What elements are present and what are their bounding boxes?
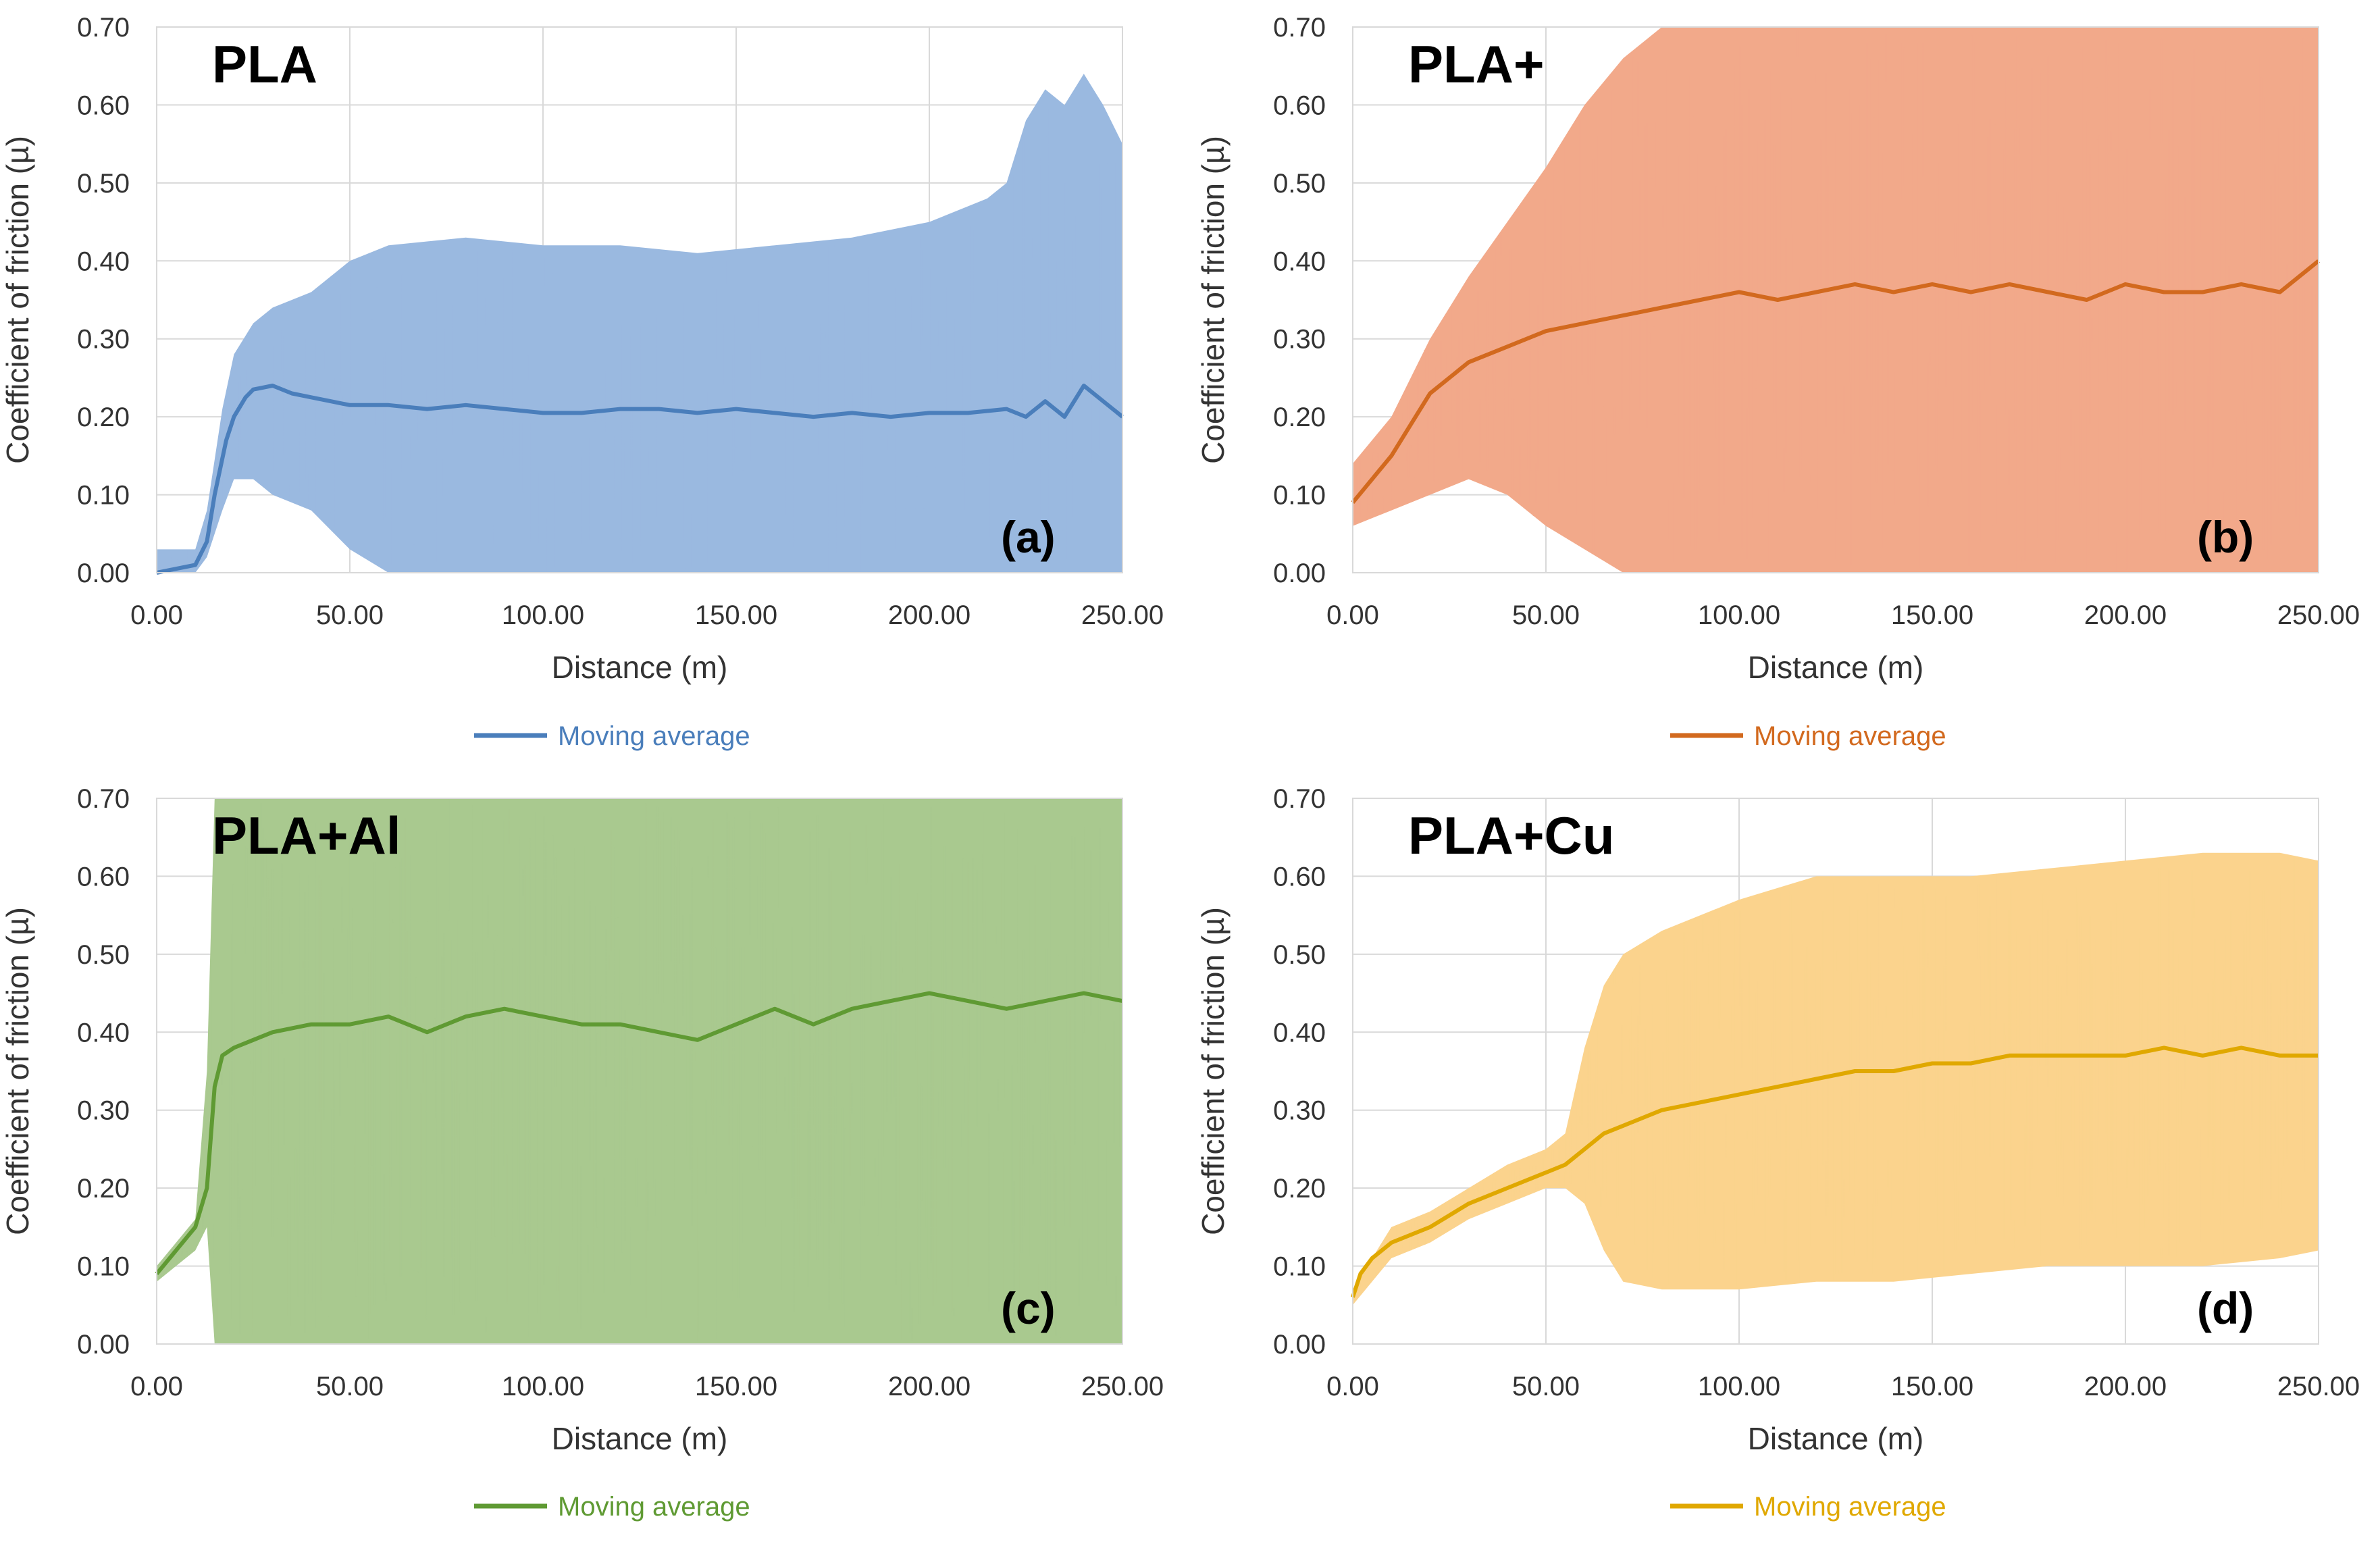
legend-label: Moving average [558,721,750,751]
x-tick-label: 250.00 [2277,1372,2360,1401]
y-tick-label: 0.10 [1273,481,1326,511]
y-tick-label: 0.40 [77,1018,130,1048]
y-axis-title: Coefficient of friction (µ) [0,907,35,1235]
plot-area [1352,26,2319,573]
y-tick-label: 0.60 [1273,91,1326,120]
moving-average-line [1351,1045,2319,1298]
raw-data-band [1353,852,2319,1306]
moving-average-line [156,384,1124,575]
y-tick-label: 0.20 [77,1174,130,1204]
y-tick-label: 0.00 [77,1330,130,1360]
y-tick-label: 0.30 [1273,325,1326,355]
y-tick-label: 0.50 [1273,169,1326,199]
y-tick-label: 0.20 [1273,1174,1326,1204]
plot-area [156,26,1123,573]
y-tick-label: 0.60 [77,862,130,892]
y-tick-label: 0.40 [77,247,130,276]
y-tick-label: 0.70 [1273,13,1326,43]
y-tick-label: 0.10 [77,481,130,511]
x-tick-label: 150.00 [1891,600,1973,630]
legend-label: Moving average [1754,1492,1946,1522]
x-tick-label: 200.00 [888,600,971,630]
x-tick-label: 150.00 [695,1372,777,1401]
x-tick-label: 150.00 [1891,1372,1973,1401]
y-axis-title: Coefficient of friction (µ) [1195,136,1231,464]
x-tick-label: 50.00 [1512,600,1580,630]
panel-label: (c) [1001,1283,1056,1333]
x-axis-title: Distance (m) [552,1421,728,1456]
y-tick-label: 0.60 [1273,862,1326,892]
x-tick-label: 50.00 [316,600,384,630]
y-tick-label: 0.60 [77,91,130,120]
panel-label: (d) [2197,1283,2254,1333]
x-tick-label: 100.00 [502,1372,584,1401]
y-tick-label: 0.30 [77,1096,130,1126]
y-tick-label: 0.00 [77,559,130,588]
y-tick-label: 0.20 [77,403,130,432]
y-tick-label: 0.40 [1273,1018,1326,1048]
x-tick-label: 250.00 [2277,600,2360,630]
panel-label: (b) [2197,512,2254,562]
y-tick-label: 0.00 [1273,559,1326,588]
moving-average-line [1351,259,2320,505]
y-tick-label: 0.50 [77,940,130,970]
x-tick-label: 0.00 [1326,1372,1379,1401]
y-axis-title: Coefficient of friction (µ) [1195,907,1231,1235]
y-tick-label: 0.00 [1273,1330,1326,1360]
x-tick-label: 250.00 [1081,600,1164,630]
panel-title: PLA [212,34,317,94]
x-tick-label: 50.00 [1512,1372,1580,1401]
chart-panel-1: 0.00 0.10 0.20 0.30 0.40 0.50 0.60 0.70 0.00 50.0… [0,13,1164,751]
panel-title: PLA+ [1408,34,1545,94]
x-tick-label: 100.00 [1698,600,1780,630]
y-tick-label: 0.30 [77,325,130,355]
x-tick-label: 0.00 [1326,600,1379,630]
chart-panel-4: 0.00 0.10 0.20 0.30 0.40 0.50 0.60 0.70 0.00 50.0… [1195,784,2360,1522]
panel-label: (a) [1001,512,1056,562]
y-tick-label: 0.70 [1273,784,1326,814]
y-tick-label: 0.30 [1273,1096,1326,1126]
plot-area [156,798,1123,1345]
chart-panel-3: 0.00 0.10 0.20 0.30 0.40 0.50 0.60 0.70 0.00 50.0… [0,784,1164,1522]
plot-area [1352,798,2319,1345]
y-tick-label: 0.10 [1273,1252,1326,1282]
x-tick-label: 150.00 [695,600,777,630]
x-tick-label: 200.00 [2084,1372,2167,1401]
x-tick-label: 0.00 [130,1372,183,1401]
legend-label: Moving average [1754,721,1946,751]
y-tick-label: 0.10 [77,1252,130,1282]
x-tick-label: 250.00 [1081,1372,1164,1401]
legend-label: Moving average [558,1492,750,1522]
y-axis-title: Coefficient of friction (µ) [0,136,35,464]
x-tick-label: 200.00 [2084,600,2167,630]
y-tick-label: 0.50 [77,169,130,199]
x-tick-label: 200.00 [888,1372,971,1401]
x-axis-title: Distance (m) [552,650,728,685]
panel-title: PLA+Al [212,806,401,865]
y-tick-label: 0.20 [1273,403,1326,432]
x-tick-label: 50.00 [316,1372,384,1401]
raw-data-band [157,798,1122,1344]
x-axis-title: Distance (m) [1748,650,1924,685]
y-tick-label: 0.50 [1273,940,1326,970]
y-tick-label: 0.40 [1273,247,1326,276]
moving-average-line [155,991,1123,1276]
y-tick-label: 0.70 [77,784,130,814]
panel-title: PLA+Cu [1408,806,1615,865]
x-tick-label: 100.00 [1698,1372,1780,1401]
x-axis-title: Distance (m) [1748,1421,1924,1456]
x-tick-label: 100.00 [502,600,584,630]
x-tick-label: 0.00 [130,600,183,630]
chart-panel-2: 0.00 0.10 0.20 0.30 0.40 0.50 0.60 0.70 0.00 50.0… [1195,13,2360,751]
y-tick-label: 0.70 [77,13,130,43]
